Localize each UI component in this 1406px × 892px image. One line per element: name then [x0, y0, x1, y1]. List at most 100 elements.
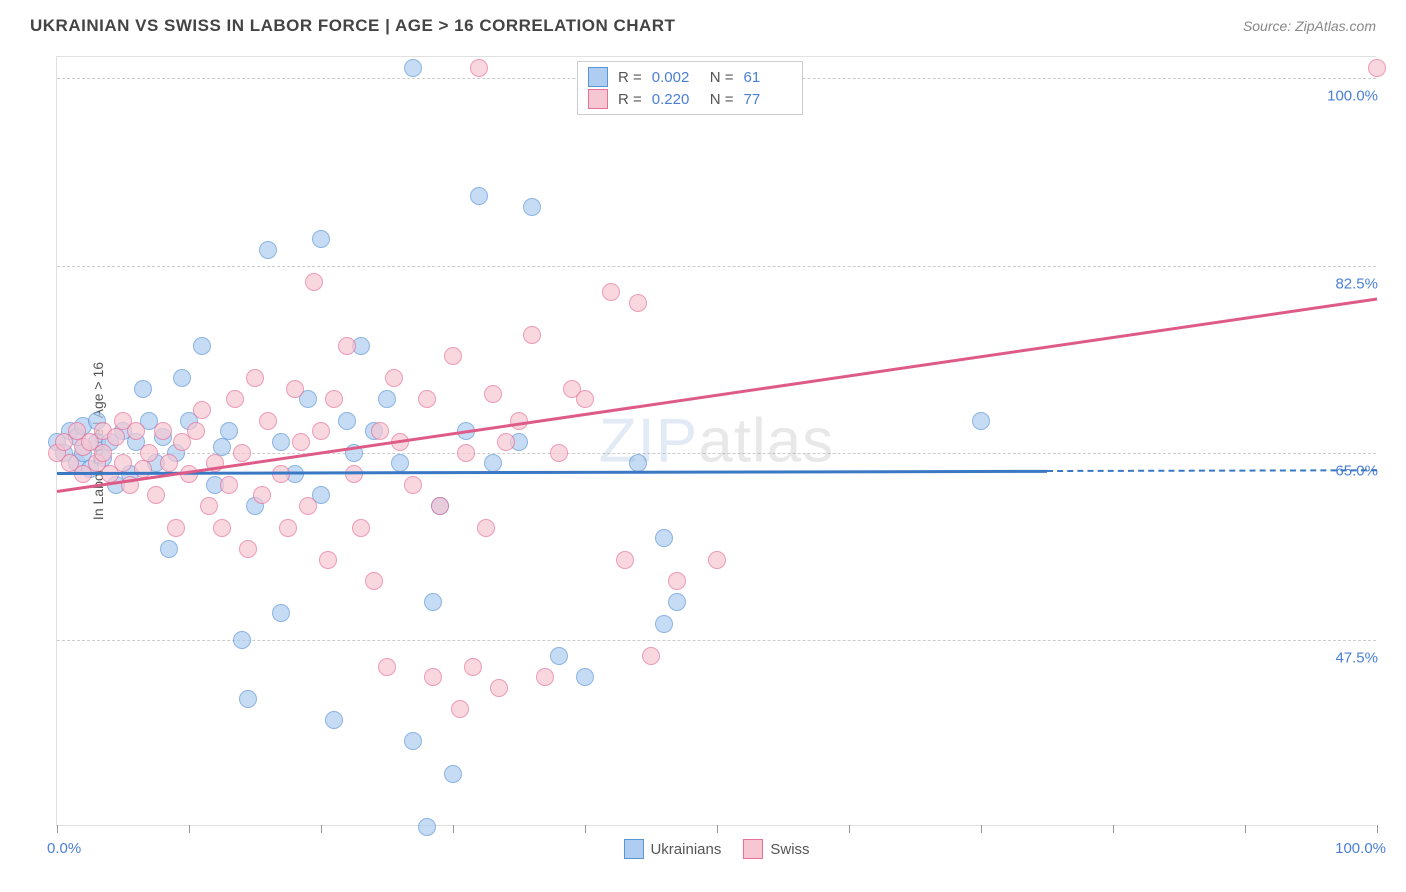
plot-area: 47.5%65.0%82.5%100.0% — [57, 57, 1376, 825]
data-point — [484, 385, 502, 403]
data-point — [338, 412, 356, 430]
data-point — [629, 294, 647, 312]
legend-swatch — [743, 839, 763, 859]
data-point — [470, 187, 488, 205]
data-point — [239, 690, 257, 708]
data-point — [418, 818, 436, 836]
data-point — [371, 422, 389, 440]
data-point — [338, 337, 356, 355]
data-point — [418, 390, 436, 408]
data-point — [523, 198, 541, 216]
data-point — [404, 476, 422, 494]
data-point — [279, 519, 297, 537]
data-point — [404, 732, 422, 750]
legend-label: Swiss — [770, 841, 809, 858]
data-point — [233, 444, 251, 462]
data-point — [259, 412, 277, 430]
data-point — [972, 412, 990, 430]
x-tick — [717, 825, 718, 833]
data-point — [444, 765, 462, 783]
data-point — [253, 486, 271, 504]
data-point — [602, 283, 620, 301]
trend-line — [57, 298, 1377, 493]
data-point — [305, 273, 323, 291]
legend-item: Ukrainians — [623, 839, 721, 859]
r-label: R = — [618, 91, 642, 108]
data-point — [431, 497, 449, 515]
data-point — [378, 390, 396, 408]
data-point — [319, 551, 337, 569]
legend-item: Swiss — [743, 839, 809, 859]
data-point — [272, 604, 290, 622]
correlation-legend: R =0.002N =61R =0.220N =77 — [577, 61, 803, 115]
r-label: R = — [618, 69, 642, 86]
data-point — [668, 593, 686, 611]
data-point — [154, 422, 172, 440]
data-point — [259, 241, 277, 259]
x-label-max: 100.0% — [1335, 840, 1386, 857]
gridline — [57, 640, 1376, 641]
data-point — [457, 444, 475, 462]
data-point — [325, 390, 343, 408]
data-point — [239, 540, 257, 558]
data-point — [213, 519, 231, 537]
data-point — [576, 390, 594, 408]
data-point — [272, 433, 290, 451]
data-point — [127, 422, 145, 440]
x-label-min: 0.0% — [47, 840, 81, 857]
x-tick — [189, 825, 190, 833]
data-point — [134, 460, 152, 478]
chart-area: In Labor Force | Age > 16 47.5%65.0%82.5… — [56, 56, 1376, 826]
data-point — [629, 454, 647, 472]
legend-row: R = 0.220 N = 77 — [588, 88, 792, 110]
data-point — [173, 369, 191, 387]
legend-row: R =0.002N =61 — [588, 66, 792, 88]
gridline — [57, 453, 1376, 454]
data-point — [299, 497, 317, 515]
n-value: 77 — [744, 91, 792, 108]
n-label: N = — [710, 69, 734, 86]
x-tick — [981, 825, 982, 833]
x-tick — [57, 825, 58, 833]
data-point — [550, 444, 568, 462]
data-point — [655, 529, 673, 547]
data-point — [193, 401, 211, 419]
data-point — [470, 59, 488, 77]
data-point — [220, 476, 238, 494]
y-tick-label: 82.5% — [1333, 275, 1380, 292]
data-point — [424, 593, 442, 611]
data-point — [160, 454, 178, 472]
data-point — [497, 433, 515, 451]
y-tick-label: 100.0% — [1325, 88, 1380, 105]
data-point — [424, 668, 442, 686]
data-point — [490, 679, 508, 697]
data-point — [385, 369, 403, 387]
n-label: N = — [710, 91, 734, 108]
data-point — [708, 551, 726, 569]
data-point — [484, 454, 502, 472]
data-point — [226, 390, 244, 408]
data-point — [1368, 59, 1386, 77]
data-point — [147, 486, 165, 504]
data-point — [200, 497, 218, 515]
series-legend: Ukrainians Swiss — [623, 839, 809, 859]
r-value: 0.220 — [652, 91, 700, 108]
data-point — [378, 658, 396, 676]
data-point — [107, 428, 125, 446]
x-tick — [1113, 825, 1114, 833]
data-point — [477, 519, 495, 537]
legend-swatch — [588, 89, 608, 109]
data-point — [140, 444, 158, 462]
data-point — [193, 337, 211, 355]
data-point — [444, 347, 462, 365]
data-point — [160, 540, 178, 558]
x-tick — [453, 825, 454, 833]
data-point — [464, 658, 482, 676]
data-point — [523, 326, 541, 344]
n-value: 61 — [744, 69, 792, 86]
data-point — [536, 668, 554, 686]
x-tick — [849, 825, 850, 833]
data-point — [292, 433, 310, 451]
data-point — [233, 631, 251, 649]
trend-line — [1047, 469, 1377, 472]
